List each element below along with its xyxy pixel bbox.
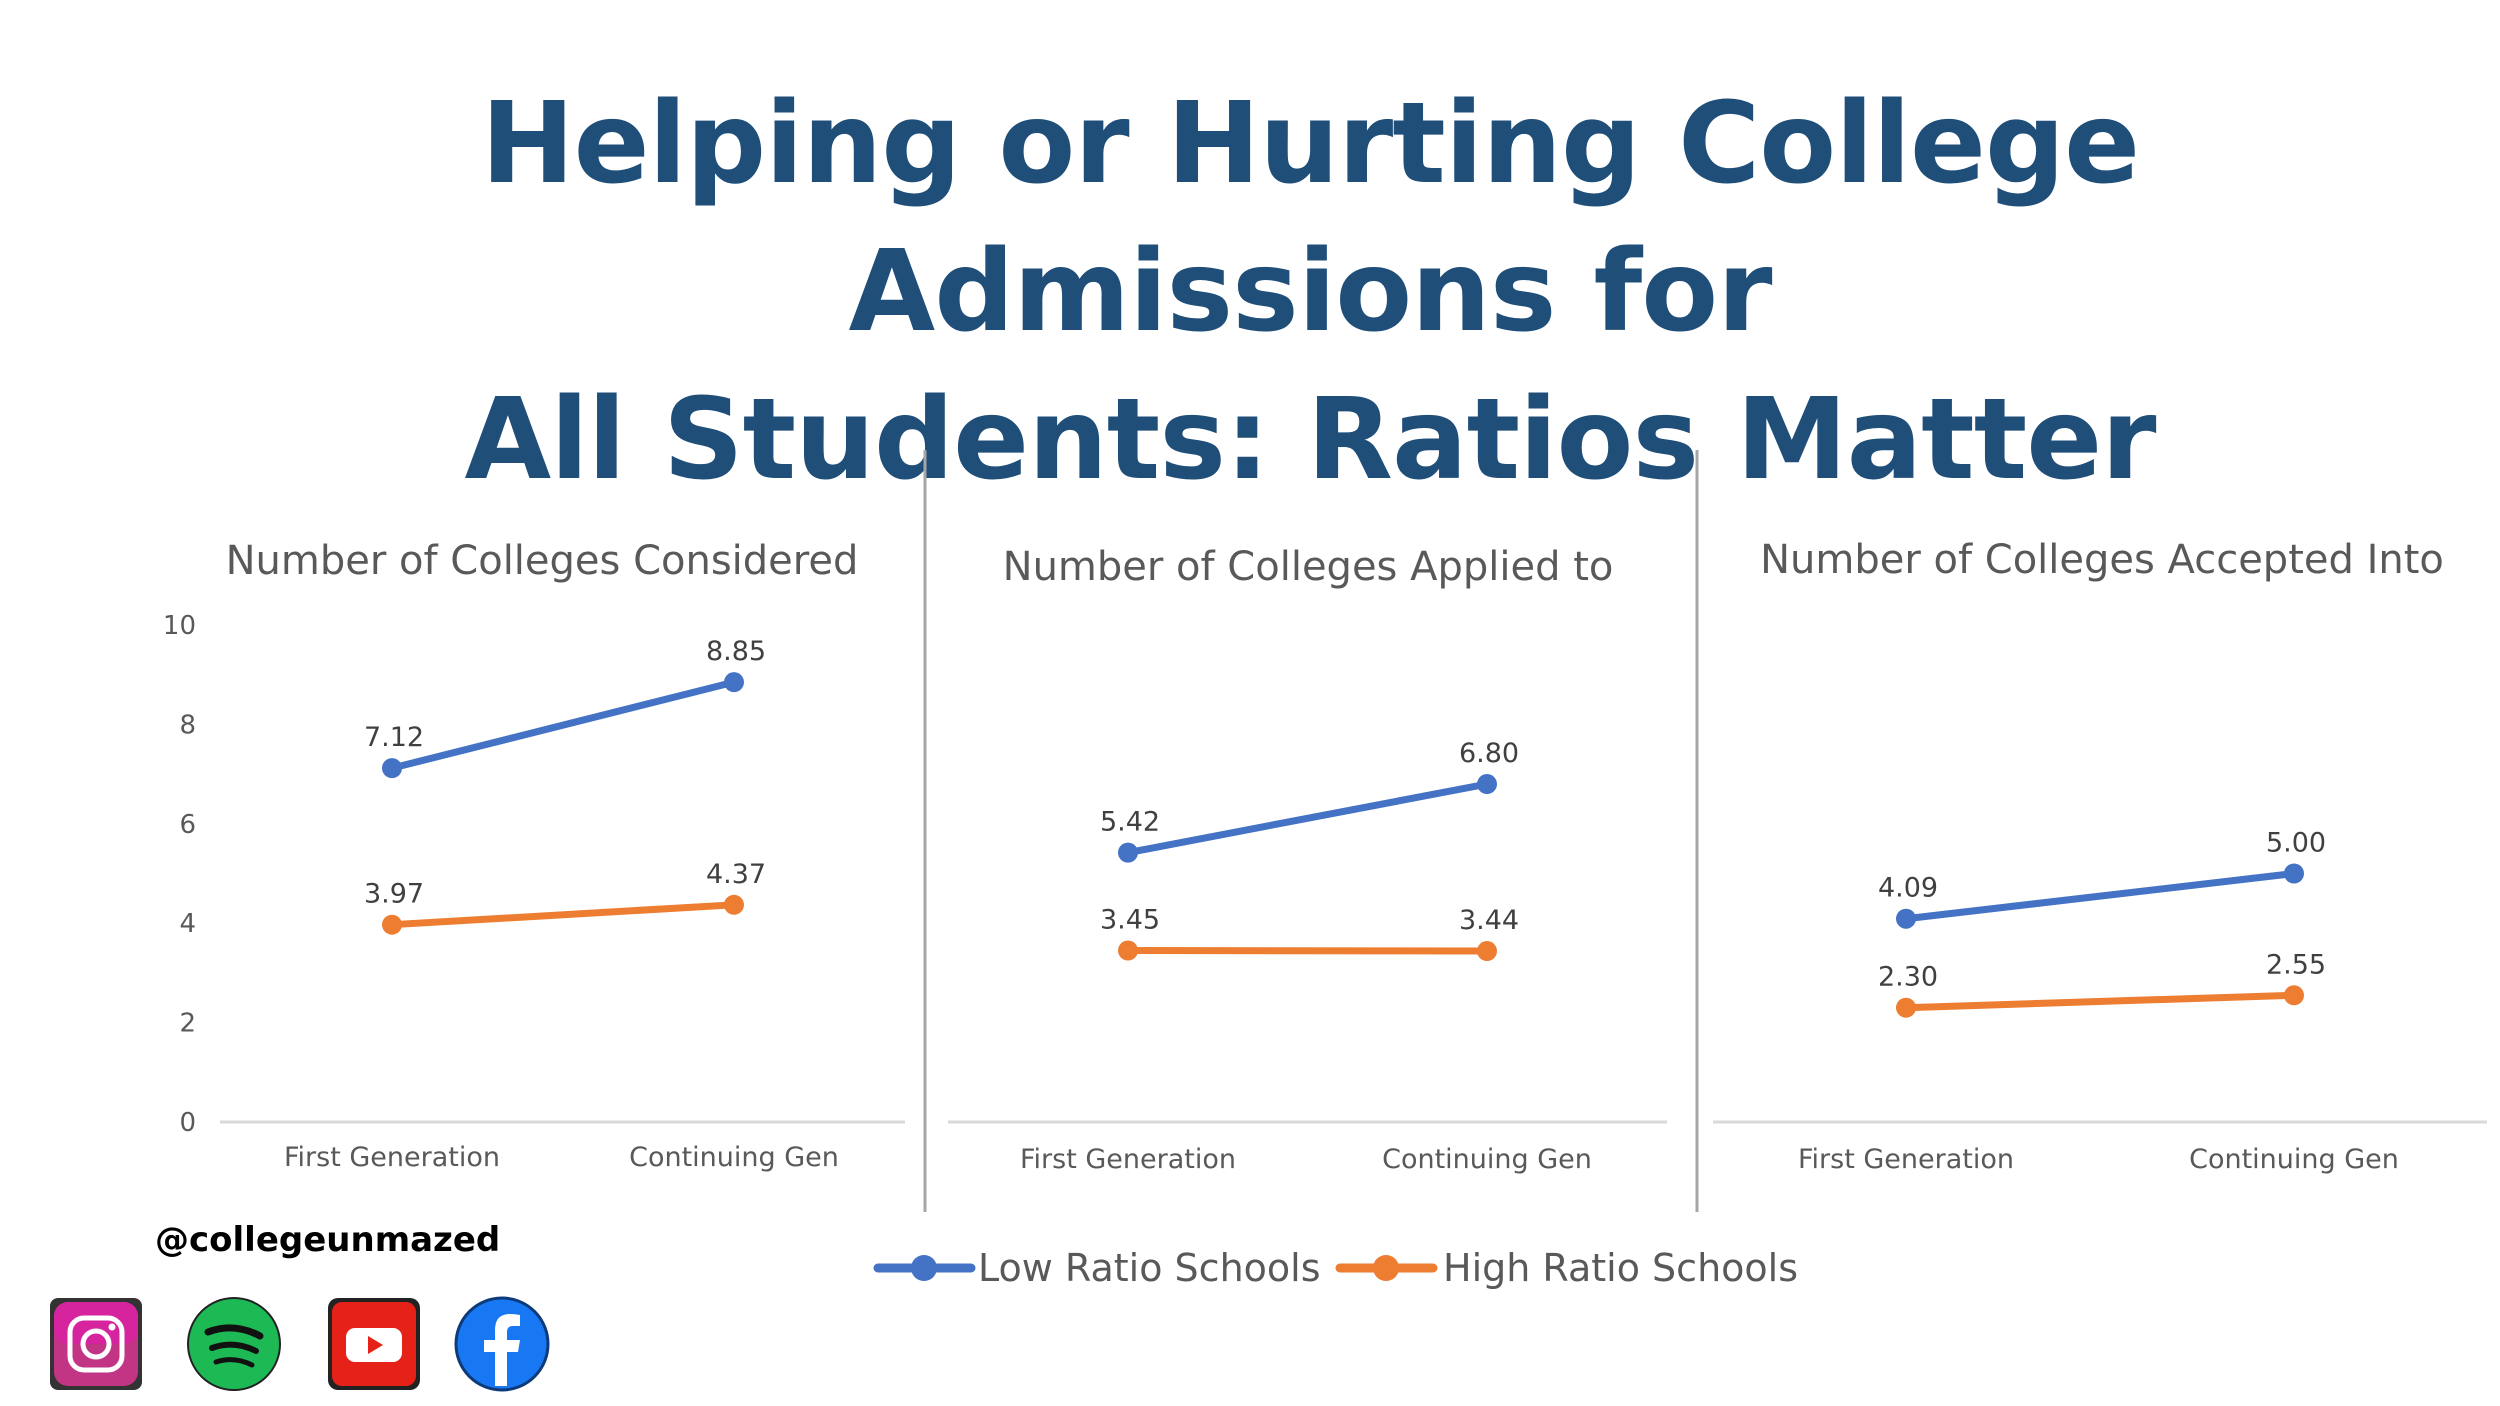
series-line-high-ratio: [388, 901, 738, 929]
y-tick-label: 0: [179, 1108, 196, 1138]
youtube-icon[interactable]: [326, 1296, 422, 1392]
data-label: 5.42: [1100, 807, 1160, 838]
chart-title: Number of Colleges Considered: [226, 538, 859, 584]
y-tick-label: 6: [179, 810, 196, 840]
legend-marker: [911, 1255, 937, 1281]
data-label: 7.12: [364, 722, 424, 753]
title-line-1: Helping or Hurting College Admissions fo…: [480, 79, 2140, 357]
series-line-low-ratio: [1124, 780, 1491, 857]
series-line-low-ratio: [388, 678, 738, 772]
y-tick-label: 8: [179, 710, 196, 740]
x-category-label: Continuing Gen: [1382, 1144, 1592, 1175]
chart-title: Number of Colleges Applied to: [1003, 544, 1614, 590]
title-line-2: All Students: Ratios Matter: [464, 375, 2157, 505]
legend-label: High Ratio Schools: [1443, 1246, 1798, 1290]
x-category-label: First Generation: [284, 1142, 500, 1173]
social-handle[interactable]: @collegeunmazed: [155, 1220, 501, 1260]
x-category-label: Continuing Gen: [2189, 1144, 2399, 1175]
data-point: [1118, 940, 1138, 961]
spotify-icon[interactable]: [186, 1296, 282, 1392]
data-label: 3.97: [364, 879, 424, 910]
page-title: Helping or Hurting College Admissions fo…: [160, 70, 2460, 514]
x-category-label: Continuing Gen: [629, 1142, 839, 1173]
x-category-label: First Generation: [1798, 1144, 2014, 1175]
data-label: 4.37: [706, 859, 766, 890]
legend-marker: [1373, 1255, 1399, 1281]
data-point: [1118, 842, 1138, 863]
data-label: 2.30: [1878, 962, 1938, 993]
data-label: 3.45: [1100, 905, 1160, 936]
data-point: [1477, 941, 1497, 962]
legend-label: Low Ratio Schools: [978, 1246, 1321, 1290]
data-label: 8.85: [706, 636, 766, 667]
series-line-low-ratio: [1902, 870, 2298, 923]
data-point: [382, 914, 402, 935]
data-label: 2.55: [2266, 949, 2326, 980]
data-label: 5.00: [2266, 828, 2326, 859]
facebook-icon[interactable]: [454, 1296, 550, 1392]
y-tick-label: 10: [163, 611, 196, 641]
series-line-high-ratio: [1902, 991, 2298, 1012]
x-category-label: First Generation: [1020, 1144, 1236, 1175]
data-point: [382, 758, 402, 779]
y-tick-label: 2: [179, 1009, 196, 1039]
instagram-icon[interactable]: [48, 1296, 144, 1392]
data-label: 4.09: [1878, 873, 1938, 904]
data-point: [724, 894, 744, 915]
data-label: 3.44: [1459, 905, 1519, 936]
data-label: 6.80: [1459, 738, 1519, 769]
y-tick-label: 4: [179, 909, 196, 939]
data-point: [1896, 908, 1916, 929]
data-point: [1477, 774, 1497, 795]
data-point: [1896, 997, 1916, 1018]
data-point: [2284, 863, 2304, 884]
data-point: [724, 672, 744, 693]
chart-title: Number of Colleges Accepted Into: [1760, 537, 2444, 583]
data-point: [2284, 985, 2304, 1006]
